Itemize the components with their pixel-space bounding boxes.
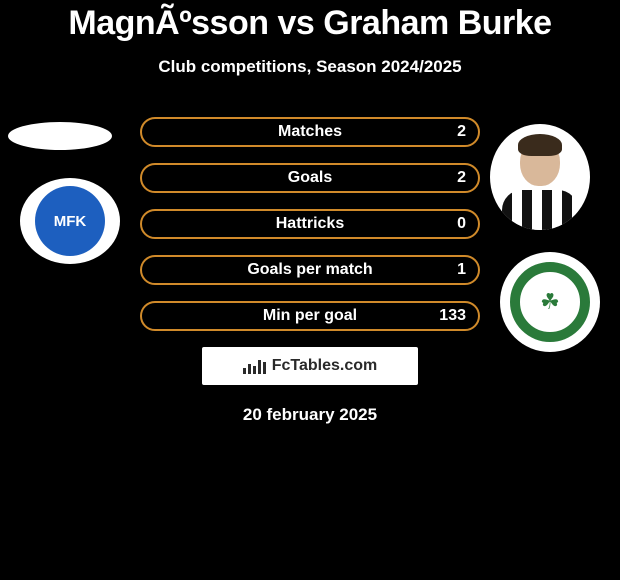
stat-value-right: 2 xyxy=(457,119,466,145)
player1-avatar-placeholder xyxy=(8,122,112,150)
stat-row: Matches2 xyxy=(140,117,480,147)
stat-row: Min per goal133 xyxy=(140,301,480,331)
stat-value-right: 2 xyxy=(457,165,466,191)
crest-p1-text-top: M xyxy=(54,214,67,229)
page-title: MagnÃºsson vs Graham Burke xyxy=(0,4,620,43)
stat-row: Goals2 xyxy=(140,163,480,193)
stat-row: Goals per match1 xyxy=(140,255,480,285)
stat-row: Hattricks0 xyxy=(140,209,480,239)
brand-badge: FcTables.com xyxy=(202,347,418,385)
stat-label: Goals xyxy=(142,165,478,191)
brand-text: FcTables.com xyxy=(272,357,378,375)
stat-value-right: 0 xyxy=(457,211,466,237)
subtitle: Club competitions, Season 2024/2025 xyxy=(0,57,620,77)
barchart-icon xyxy=(243,358,266,374)
crest-p1-inner: M FK xyxy=(35,186,105,256)
stat-label: Hattricks xyxy=(142,211,478,237)
player2-avatar xyxy=(490,124,590,230)
player2-name: Graham Burke xyxy=(323,4,551,42)
player1-name: MagnÃºsson xyxy=(68,4,268,42)
player2-club-crest xyxy=(500,252,600,352)
stat-label: Matches xyxy=(142,119,478,145)
hair-icon xyxy=(518,134,562,156)
vs-text: vs xyxy=(277,4,314,42)
stat-value-right: 133 xyxy=(439,303,466,329)
stat-label: Min per goal xyxy=(142,303,478,329)
date-line: 20 february 2025 xyxy=(0,405,620,425)
jersey-icon xyxy=(502,190,578,230)
stat-value-right: 1 xyxy=(457,257,466,283)
crest-p1-text-bot: FK xyxy=(66,214,86,229)
stat-label: Goals per match xyxy=(142,257,478,283)
crest-p2-ring xyxy=(510,262,590,342)
player1-club-crest: M FK xyxy=(20,178,120,264)
